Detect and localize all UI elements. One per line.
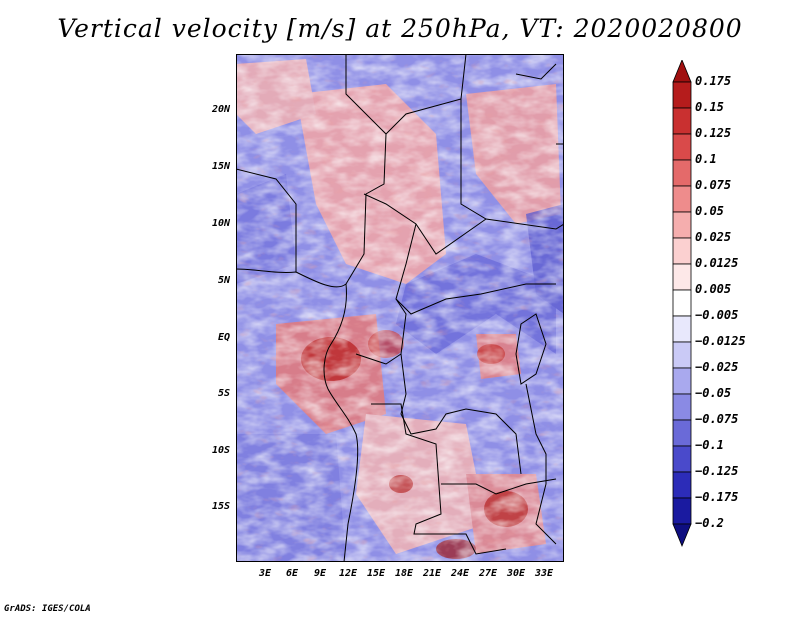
colorbar-swatch — [672, 133, 692, 161]
colorbar-label: −0.005 — [695, 308, 739, 322]
colorbar-label: 0.05 — [695, 204, 724, 218]
colorbar-bottom-triangle — [672, 523, 692, 548]
chart-title: Vertical velocity [m/s] at 250hPa, VT: 2… — [57, 14, 743, 43]
colorbar-label: 0.005 — [695, 282, 732, 296]
colorbar-swatch — [672, 159, 692, 187]
colorbar — [672, 60, 692, 548]
colorbar-label: −0.025 — [695, 360, 739, 374]
colorbar-swatch — [672, 341, 692, 369]
colorbar-swatch — [672, 393, 692, 421]
colorbar-label: −0.1 — [695, 438, 724, 452]
colorbar-swatch — [672, 81, 692, 109]
lat-label: 15N — [211, 161, 230, 172]
colorbar-top-triangle — [672, 60, 692, 83]
colorbar-swatch — [672, 367, 692, 395]
colorbar-label: −0.175 — [695, 490, 739, 504]
lon-label: 12E — [338, 568, 358, 579]
map-canvas — [230, 53, 565, 563]
colorbar-label: −0.05 — [695, 386, 732, 400]
lat-label: 5S — [217, 388, 230, 399]
colorbar-label: −0.075 — [695, 412, 739, 426]
country-borders — [235, 53, 565, 563]
lon-label: 6E — [285, 568, 299, 579]
colorbar-swatch — [672, 107, 692, 135]
colorbar-label: −0.125 — [695, 464, 739, 478]
colorbar-label: 0.1 — [695, 152, 717, 166]
texture-red — [236, 54, 564, 562]
lat-label: 10S — [211, 445, 230, 456]
colorbar-label: 0.15 — [695, 100, 724, 114]
colorbar-swatch — [672, 445, 692, 473]
colorbar-swatch — [672, 419, 692, 447]
colorbar-swatch — [672, 289, 692, 317]
lon-label: 18E — [394, 568, 414, 579]
lat-label: 20N — [211, 104, 230, 115]
lon-label: 3E — [258, 568, 272, 579]
colorbar-label: 0.0125 — [695, 256, 739, 270]
colorbar-label: 0.175 — [695, 74, 732, 88]
colorbar-label: 0.075 — [695, 178, 732, 192]
colorbar-label: 0.125 — [695, 126, 732, 140]
colorbar-swatch — [672, 237, 692, 265]
lat-label: 5N — [217, 275, 230, 286]
lon-label: 21E — [422, 568, 442, 579]
colorbar-swatch — [672, 211, 692, 239]
lon-label: 24E — [450, 568, 470, 579]
lon-label: 27E — [478, 568, 498, 579]
colorbar-label: −0.0125 — [695, 334, 746, 348]
map-frame — [236, 54, 564, 562]
colorbar-label: 0.025 — [695, 230, 732, 244]
colorbar-swatch — [672, 185, 692, 213]
colorbar-label: −0.2 — [695, 516, 724, 530]
lon-label: 15E — [366, 568, 386, 579]
lat-label: 15S — [211, 501, 230, 512]
colorbar-swatch — [672, 263, 692, 291]
colorbar-swatch — [672, 471, 692, 499]
lon-label: 33E — [534, 568, 554, 579]
lon-label: 9E — [313, 568, 327, 579]
vertical-velocity-map — [230, 53, 565, 563]
lat-label: EQ — [217, 332, 230, 343]
lon-label: 30E — [506, 568, 526, 579]
colorbar-swatch — [672, 497, 692, 525]
credit-text: GrADS: IGES/COLA — [4, 604, 91, 614]
colorbar-swatch — [672, 315, 692, 343]
lat-label: 10N — [211, 218, 230, 229]
